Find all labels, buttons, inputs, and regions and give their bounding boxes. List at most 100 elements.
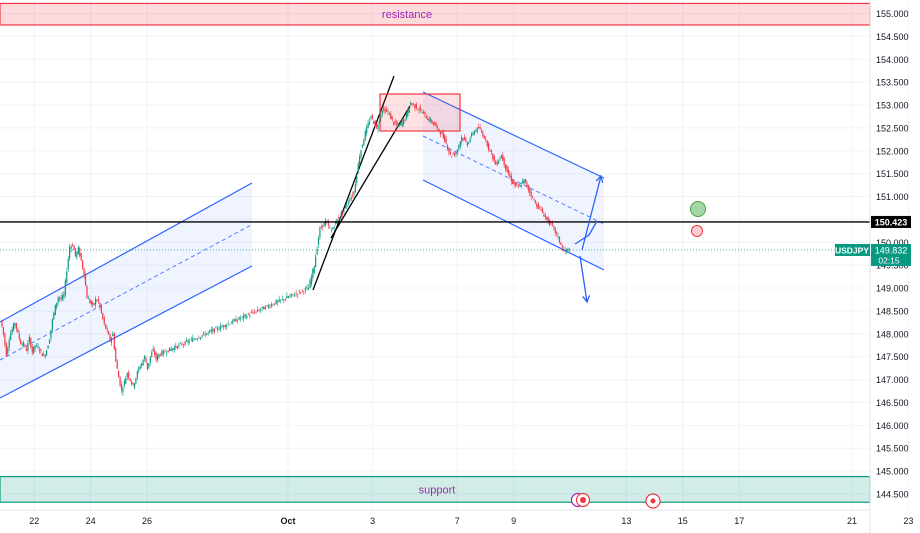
candle-body [80,253,82,261]
candle-body [493,156,495,161]
time-tick-label[interactable]: 24 [86,516,96,526]
price-tick-label[interactable]: 145.000 [876,467,909,477]
candle-body [421,111,423,113]
candle-body [479,127,481,130]
time-tick-label[interactable]: 22 [29,516,39,526]
candle-body [359,156,361,166]
time-tick-label[interactable]: Oct [280,516,295,526]
time-tick-label[interactable]: 23 [903,516,913,526]
time-tick-label[interactable]: 7 [455,516,460,526]
candle-body [152,348,154,352]
price-axis[interactable]: 155.000 154.500 154.000 153.500 153.000 152.5… [869,0,911,533]
candle-body [344,205,347,209]
candle-body [190,339,192,340]
time-tick-label[interactable]: 3 [370,516,375,526]
candle-body [524,179,527,183]
labels: USDJPY [835,243,870,256]
candle-body [319,227,321,238]
candle-body [376,123,378,128]
red-marker [691,225,703,237]
price-tick-label[interactable]: 152.000 [876,146,909,156]
candle-body [46,350,48,356]
candle-body [475,131,477,132]
time-tick-label[interactable]: 17 [734,516,744,526]
event-icon-dot[interactable] [650,498,656,504]
countdown-value[interactable]: 02:15 [878,255,900,265]
price-tick-label[interactable]: 154.000 [876,55,909,65]
descending-channel-bottom [422,179,605,271]
candle-body [179,343,182,344]
event-icon-dot[interactable] [580,497,586,503]
candle-body [512,180,514,185]
price-tick-label[interactable]: 147.000 [876,375,909,385]
price-tick-label[interactable]: 148.500 [876,306,909,316]
candle-body [393,122,395,125]
resistance-label: resistance [382,9,432,21]
candle-body [278,299,280,302]
price-tick-label[interactable]: 146.000 [876,421,909,431]
time-tick-label[interactable]: 13 [621,516,631,526]
candle-body [313,266,315,273]
candle-body [530,192,532,197]
candle-body [273,303,276,305]
candle-body [44,355,46,357]
price-tick-label[interactable]: 144.500 [876,489,909,499]
candle-body [239,318,242,320]
candle-body [277,300,279,303]
ascending-channel-fill [0,183,252,398]
candle-body [483,136,485,139]
price-tick-label[interactable]: 147.500 [876,352,909,362]
horizontal-level-value[interactable]: 150.423 [875,217,908,227]
candle-body [93,303,95,306]
candle-body [51,319,53,330]
candle-body [175,345,177,348]
price-tick-label[interactable]: 145.500 [876,444,909,454]
current-price-value[interactable]: 149.832 [875,245,908,255]
price-tick-label[interactable]: 154.500 [876,32,909,42]
price-tick-label[interactable]: 153.500 [876,78,909,88]
candle-body [495,161,497,165]
price-tick-label[interactable]: 149.000 [876,284,909,294]
candle-body [95,298,97,305]
candle-body [543,214,545,217]
resistance-zone [0,2,871,26]
time-tick-label[interactable]: 21 [847,516,857,526]
price-tick-label[interactable]: 155.000 [876,9,909,19]
candle-body [458,145,460,150]
candle-body [514,182,517,186]
time-tick-label[interactable]: 26 [142,516,152,526]
candle-body [212,328,214,332]
candle-body [287,296,290,298]
candle-body [472,133,474,135]
candle-body [269,306,271,308]
candle-body [366,126,368,134]
price-tick-label[interactable]: 146.500 [876,398,909,408]
candle-body [371,115,373,119]
arrow-wiggle [574,220,598,245]
price-tick-label[interactable]: 153.000 [876,101,909,111]
candle-body [465,138,467,142]
candle-body [307,288,310,290]
time-tick-label[interactable]: 9 [511,516,516,526]
candle-body [18,333,20,339]
candle-body [198,337,200,339]
candle-body [427,118,429,120]
candle-body [540,209,542,210]
price-tick-label[interactable]: 148.000 [876,329,909,339]
candle-body [219,325,222,330]
candle-body [92,302,94,305]
candle-body [10,334,12,340]
support-zone [0,475,871,503]
candle-body [181,344,183,345]
candle-body [1,320,3,327]
time-axis[interactable]: 222426Oct379131517212325272931 [0,492,920,527]
candle-body [360,150,362,158]
price-tick-label[interactable]: 152.500 [876,123,909,133]
candle-body [497,161,500,164]
price-tick-label[interactable]: 150.000 [876,238,909,248]
time-tick-label[interactable]: 15 [678,516,688,526]
price-tick-label[interactable]: 151.000 [876,192,909,202]
price-tick-label[interactable]: 151.500 [876,169,909,179]
candle-body [125,378,127,384]
